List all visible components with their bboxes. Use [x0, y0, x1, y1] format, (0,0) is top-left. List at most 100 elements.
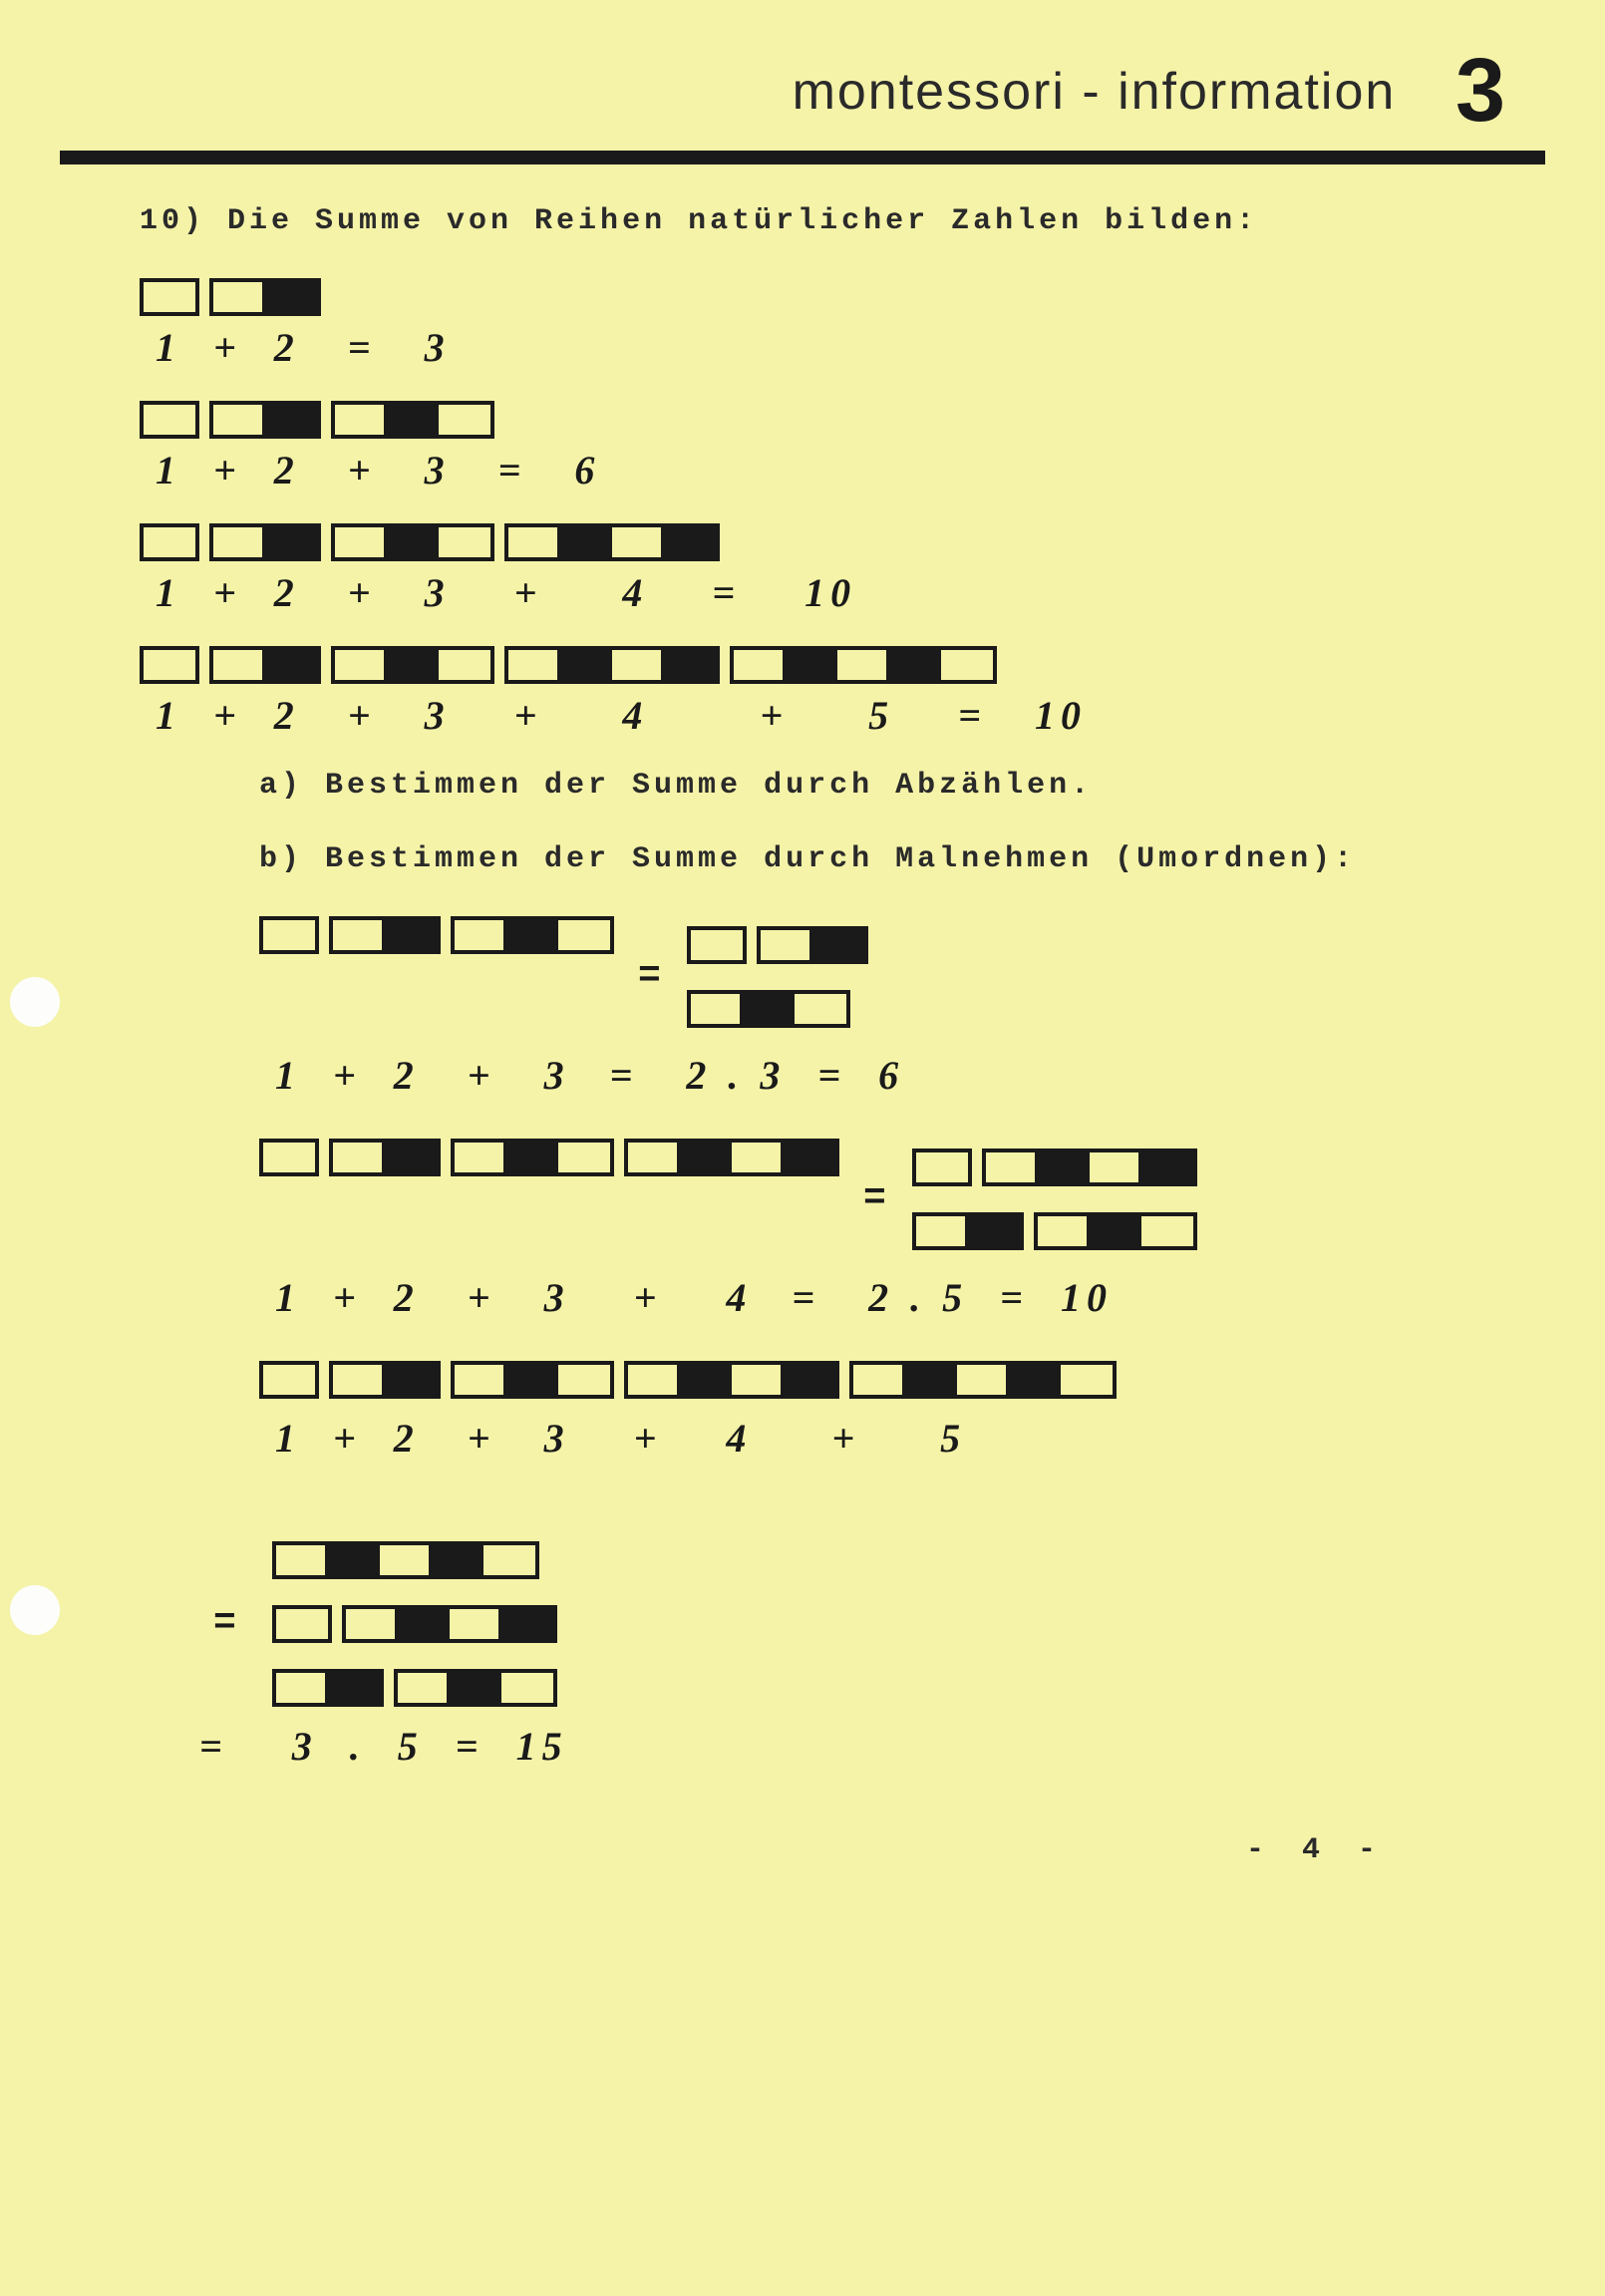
equation: 1 + 2 + 3 = 6 — [140, 447, 1505, 493]
rod-segment — [398, 1609, 450, 1639]
rod-segment — [1090, 1216, 1141, 1246]
rod-segment — [335, 650, 387, 680]
rod-row — [685, 990, 868, 1028]
equation: = 3 . 5 = 15 — [140, 1723, 1505, 1770]
rod-segment — [439, 650, 490, 680]
section-heading: 10) Die Summe von Reihen natürlicher Zah… — [140, 204, 1505, 238]
rod-segment — [743, 994, 795, 1024]
rod-3 — [451, 1361, 614, 1399]
content: 10) Die Summe von Reihen natürlicher Zah… — [60, 204, 1545, 1770]
rod-segment — [612, 527, 664, 557]
rod-2 — [209, 523, 321, 561]
header-rule — [60, 151, 1545, 164]
rod-segment — [335, 405, 387, 435]
equation: 1 + 2 = 3 — [140, 324, 1505, 371]
rod-segment — [916, 1216, 968, 1246]
rod-3 — [687, 990, 850, 1028]
rod-segment — [1009, 1365, 1061, 1395]
rod-segment — [795, 994, 846, 1024]
punch-hole — [10, 1585, 60, 1635]
rod-segment — [263, 1365, 315, 1395]
equation-row: 1 + 2 + 3= 2 . 3 = 6 — [140, 1044, 1505, 1129]
rod-segment — [986, 1152, 1038, 1182]
rod-1 — [687, 926, 747, 964]
rod-segment — [385, 920, 437, 950]
rod-row — [140, 523, 1505, 561]
rod-segment — [385, 1143, 437, 1172]
rod-segment — [346, 1609, 398, 1639]
equation-right: = 2 . 5 = 10 — [792, 1274, 1113, 1321]
equation-right: = 2 . 3 = 6 — [610, 1052, 905, 1099]
rod-2 — [209, 401, 321, 439]
rod-segment — [144, 650, 195, 680]
rod-segment — [144, 527, 195, 557]
rod-segment — [387, 405, 439, 435]
rod-segment — [439, 527, 490, 557]
rod-row — [910, 1212, 1197, 1250]
sub-heading-a: a) Bestimmen der Summe durch Abzählen. — [140, 769, 1505, 803]
rod-segment — [213, 405, 265, 435]
rod-segment — [558, 1365, 610, 1395]
rod-segment — [680, 1365, 732, 1395]
rod-3 — [451, 1139, 614, 1176]
rod-segment — [439, 405, 490, 435]
rod-row — [140, 278, 1505, 316]
rod-segment — [263, 1143, 315, 1172]
rod-segment — [889, 650, 941, 680]
equation-left: 1 + 2 + 3 + 4 + 5 — [140, 1415, 966, 1462]
rod-segment — [905, 1365, 957, 1395]
rod-segment — [1141, 1152, 1193, 1182]
regroup-rows: = 1 + 2 + 3= 2 . 3 = 6 = 1 + 2 + 3 + 4 = 2… — [140, 916, 1505, 1491]
equation: 1 + 2 + 3 + 4 + 5 = 10 — [140, 692, 1505, 739]
regroup-rod-row: = — [140, 916, 1505, 1036]
rod-stack — [910, 1139, 1197, 1258]
rod-2 — [209, 646, 321, 684]
rod-segment — [612, 650, 664, 680]
equation-left: 1 + 2 + 3 + 4 — [140, 1274, 752, 1321]
equals-sign: = — [624, 955, 675, 998]
rod-segment — [784, 1143, 835, 1172]
punch-hole — [10, 977, 60, 1027]
rod-segment — [385, 1365, 437, 1395]
rod-segment — [455, 920, 506, 950]
rod-4 — [504, 523, 720, 561]
rod-segment — [1141, 1216, 1193, 1246]
rod-segment — [1061, 1365, 1113, 1395]
rod-segment — [380, 1545, 432, 1575]
page: montessori - information 3 10) Die Summe… — [0, 0, 1605, 2296]
rod-5 — [272, 1541, 539, 1579]
rod-segment — [628, 1365, 680, 1395]
rod-segment — [276, 1673, 328, 1703]
rod-segment — [812, 930, 864, 960]
rod-segment — [761, 930, 812, 960]
rod-2 — [209, 278, 321, 316]
header: montessori - information 3 — [60, 40, 1545, 143]
rod-segment — [265, 405, 317, 435]
rod-segment — [506, 1143, 558, 1172]
equation-row: 1 + 2 + 3 + 4 + 5 — [140, 1407, 1505, 1491]
sub-heading-b: b) Bestimmen der Summe durch Malnehmen (… — [140, 842, 1505, 876]
regroup-rod-row: = — [140, 1139, 1505, 1258]
rod-segment — [144, 282, 195, 312]
rod-segment — [941, 650, 993, 680]
rod-3 — [1034, 1212, 1197, 1250]
rod-segment — [144, 405, 195, 435]
rod-row — [910, 1148, 1197, 1186]
equation: 1 + 2 + 3 + 4 = 10 — [140, 569, 1505, 616]
rod-segment — [560, 650, 612, 680]
rod-segment — [732, 1365, 784, 1395]
rod-segment — [265, 650, 317, 680]
rod-segment — [1090, 1152, 1141, 1182]
rod-2 — [757, 926, 868, 964]
page-number: 3 — [1455, 40, 1505, 143]
rod-segment — [333, 1365, 385, 1395]
rod-segment — [265, 527, 317, 557]
sum-rows: 1 + 2 = 3 1 + 2 + 3 = 6 1 + 2 + 3 + 4 = … — [140, 278, 1505, 739]
final-stack-row: = — [140, 1531, 1505, 1715]
rod-segment — [628, 1143, 680, 1172]
rod-segment — [276, 1545, 328, 1575]
regroup-rod-row — [140, 1361, 1505, 1399]
rod-1 — [259, 916, 319, 954]
rod-segment — [213, 527, 265, 557]
rod-segment — [664, 650, 716, 680]
